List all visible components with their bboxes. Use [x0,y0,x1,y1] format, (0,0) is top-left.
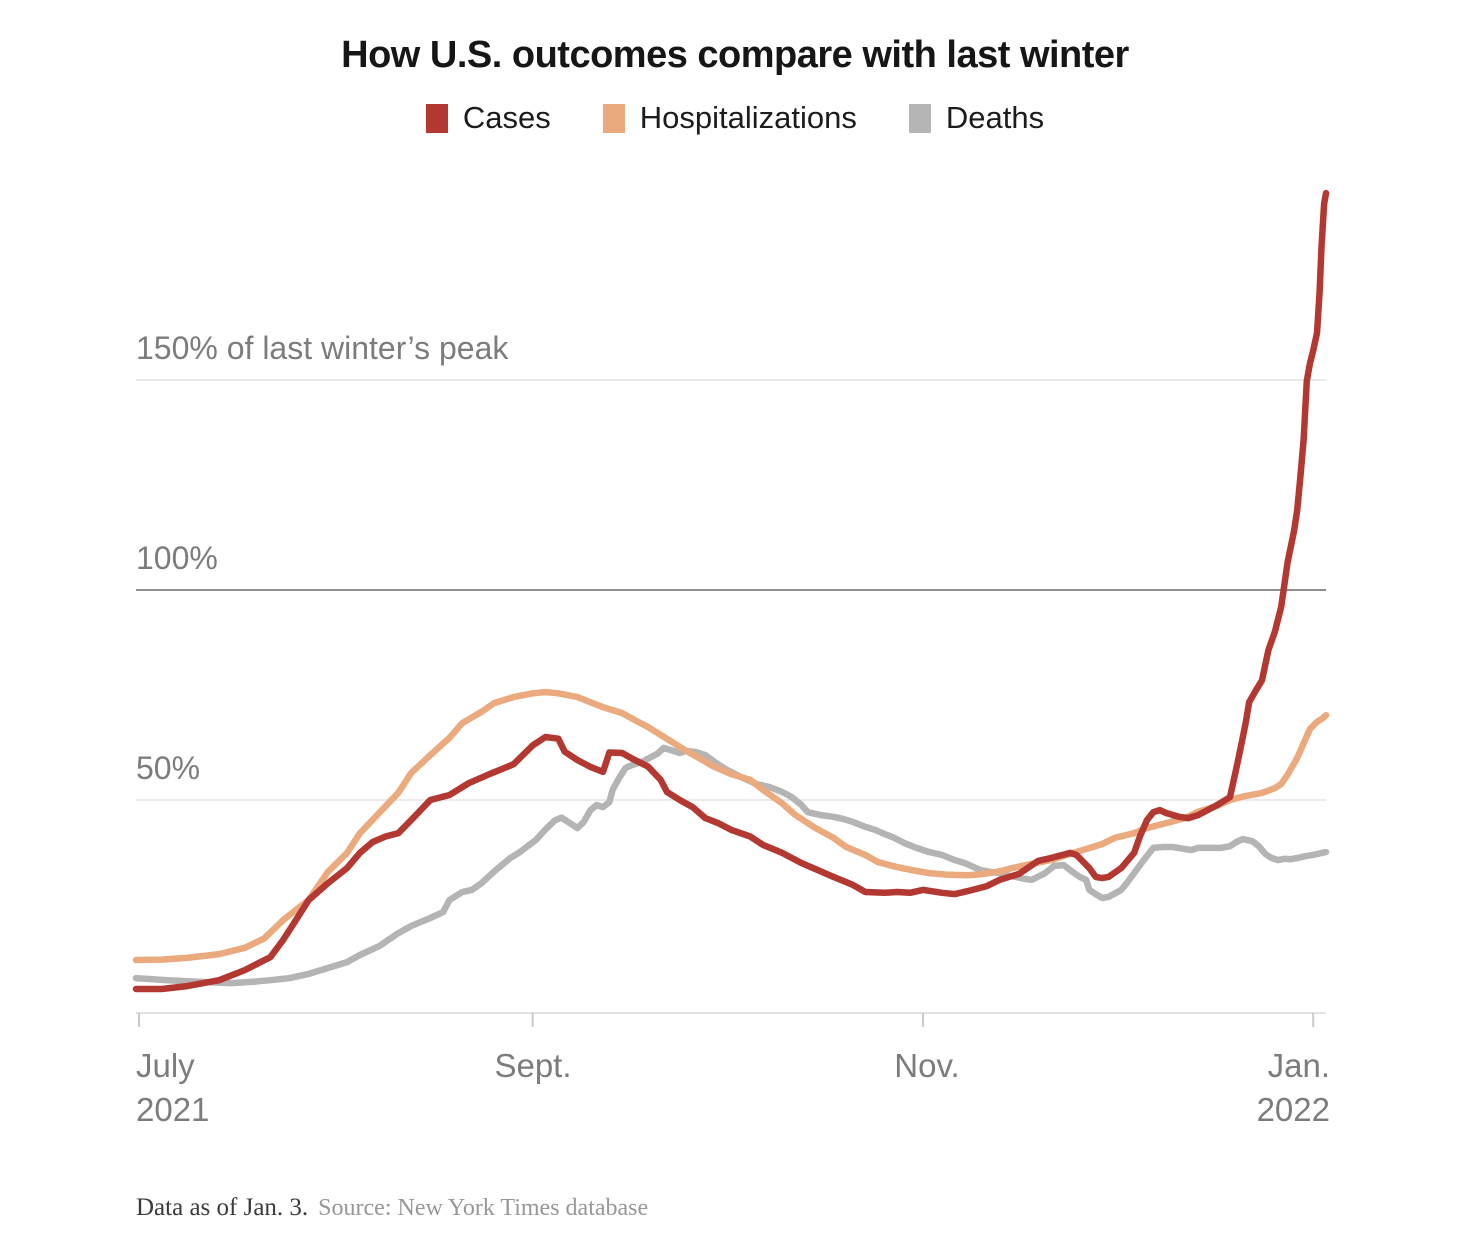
legend-label-cases: Cases [462,100,551,135]
gridline-label-100: 100% [136,540,218,576]
x-tick-label-nov: Nov. [894,1047,960,1084]
legend-item-cases: Cases [425,100,551,136]
gridline-label-150: 150% of last winter’s peak [136,330,509,366]
x-tick-label-sept: Sept. [494,1047,572,1084]
x-tick-label-july: July 2021 [136,1047,210,1128]
legend-label-hospitalizations: Hospitalizations [639,100,857,135]
footer: Data as of Jan. 3. Source: New York Times… [136,1194,648,1222]
legend-label-deaths: Deaths [945,100,1045,135]
cases-swatch-icon [425,103,448,133]
legend-item-deaths: Deaths [908,100,1045,136]
series-line-cases [132,189,1330,993]
x-tick-label-jan: Jan. 2022 [1256,1047,1330,1128]
gridline-label-50: 50% [136,750,201,786]
deaths-swatch-icon [908,103,931,133]
legend-item-hospitalizations: Hospitalizations [602,100,857,136]
series-line-deaths [132,744,1330,987]
legend: Cases Hospitalizations Deaths [0,100,1470,136]
footer-source: Source: New York Times database [318,1195,649,1221]
hospitalizations-swatch-icon [602,103,625,133]
footer-note: Data as of Jan. 3. [136,1194,309,1221]
chart-title: How U.S. outcomes compare with last wint… [341,34,1129,76]
